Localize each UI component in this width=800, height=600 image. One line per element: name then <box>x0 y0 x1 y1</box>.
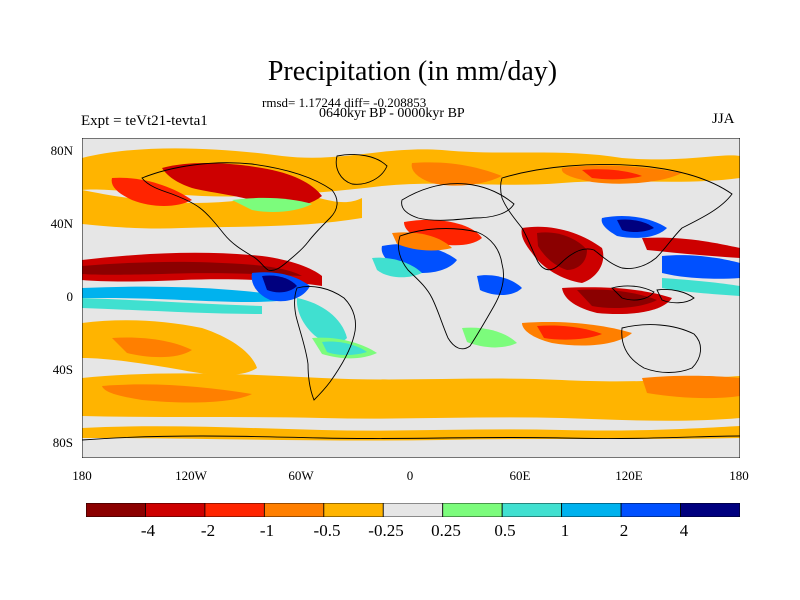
region-pacific-red-band-core <box>82 261 302 276</box>
coastline-asia <box>500 164 733 271</box>
region-pacific-blue-band <box>82 286 297 302</box>
season-label: JJA <box>712 111 735 127</box>
region-south-orange-2 <box>112 337 192 358</box>
region-maritime-darkred <box>577 289 657 308</box>
coastline-maritime <box>611 285 695 304</box>
colorbar-box <box>204 503 265 517</box>
chart-title: Precipitation (in mm/day) <box>267 56 558 87</box>
x-tick-label-60e: 60E <box>509 468 531 483</box>
region-south-orange-5 <box>642 375 740 399</box>
north-band-regions <box>82 148 740 229</box>
y-tick-label-40s: 40S <box>52 362 73 377</box>
x-tick-label-120e: 120E <box>615 468 643 483</box>
region-south-indian-red <box>537 325 602 340</box>
coastline-australia <box>621 324 701 373</box>
region-atlantic-cyan <box>372 257 422 278</box>
colorbar-box <box>680 503 740 517</box>
colorbar-label: -1 <box>259 521 275 540</box>
region-south-orange-3 <box>82 373 740 421</box>
colorbar <box>86 503 740 517</box>
coastline-europe <box>401 183 515 221</box>
region-india-darkred <box>537 232 587 270</box>
colorbar-label: 4 <box>679 521 689 540</box>
colorbar-label: -4 <box>140 521 156 540</box>
colorbar-label: -0.25 <box>368 521 404 540</box>
region-north-blue <box>232 197 312 212</box>
coastline-greenland <box>335 154 388 185</box>
region-south-orange-4 <box>102 384 252 403</box>
colorbar-label: 2 <box>619 521 629 540</box>
region-west-pacific-blue <box>662 255 740 279</box>
colorbar-box <box>442 503 503 517</box>
colorbar-box <box>561 503 622 517</box>
region-south-green-2 <box>462 327 517 348</box>
region-asia-red <box>582 169 642 180</box>
region-south-america-cyan <box>296 298 347 344</box>
colorbar-label: 0.5 <box>494 521 516 540</box>
coastline-north-america <box>141 162 338 271</box>
south-band-regions <box>82 320 740 441</box>
region-west-pacific-red <box>642 237 740 258</box>
region-east-asia-navy <box>617 219 654 233</box>
y-tick-label-80n: 80N <box>50 143 73 158</box>
region-central-america-navy <box>262 275 297 293</box>
coastline-south-america <box>294 286 356 401</box>
coastline-africa <box>397 228 505 350</box>
colorbar-label: 0.25 <box>431 521 461 540</box>
map-plot-area <box>82 138 740 458</box>
region-africa-blue <box>477 275 522 295</box>
region-west-pacific-cyan <box>662 278 740 296</box>
colorbar-box <box>86 503 146 517</box>
y-tick-label-80s: 80S <box>52 435 73 450</box>
colorbar-box <box>263 503 325 517</box>
region-canada-red-2 <box>111 177 192 206</box>
tropical-regions <box>82 219 522 344</box>
region-polar-orange <box>82 426 740 441</box>
colorbar-box <box>501 503 563 517</box>
y-tick-label-40n: 40N <box>50 216 73 231</box>
coastlines <box>82 154 740 441</box>
x-tick-label-0: 0 <box>406 468 414 483</box>
region-south-cyan-1 <box>322 341 367 355</box>
colorbar-label: -0.5 <box>313 521 341 540</box>
x-tick-label-120w: 120W <box>175 468 207 483</box>
colorbar-box <box>620 503 681 517</box>
region-europe-orange <box>411 162 502 186</box>
period-text: 0640kyr BP - 0000kyr BP <box>319 106 465 121</box>
y-tick-label-0: 0 <box>66 289 74 304</box>
x-tick-label-60w: 60W <box>288 468 314 483</box>
region-canada-red <box>162 163 322 208</box>
x-tick-label-180w: 180 <box>72 468 92 483</box>
colorbar-label: 1 <box>560 521 570 540</box>
region-africa-orange <box>392 232 452 251</box>
region-pacific-cyan-band <box>82 298 262 314</box>
colorbar-box <box>323 503 384 517</box>
stats-text: rmsd= 1.17244 diff= -0.208853 <box>262 95 427 110</box>
asia-regions <box>521 216 740 315</box>
x-tick-label-180e: 180 <box>729 468 749 483</box>
colorbar-label: -2 <box>200 521 216 540</box>
experiment-label: Expt = teVt21-tevta1 <box>81 113 208 129</box>
colorbar-box <box>145 503 206 517</box>
colorbar-box <box>382 503 444 517</box>
coastline-antarctica <box>82 435 740 441</box>
